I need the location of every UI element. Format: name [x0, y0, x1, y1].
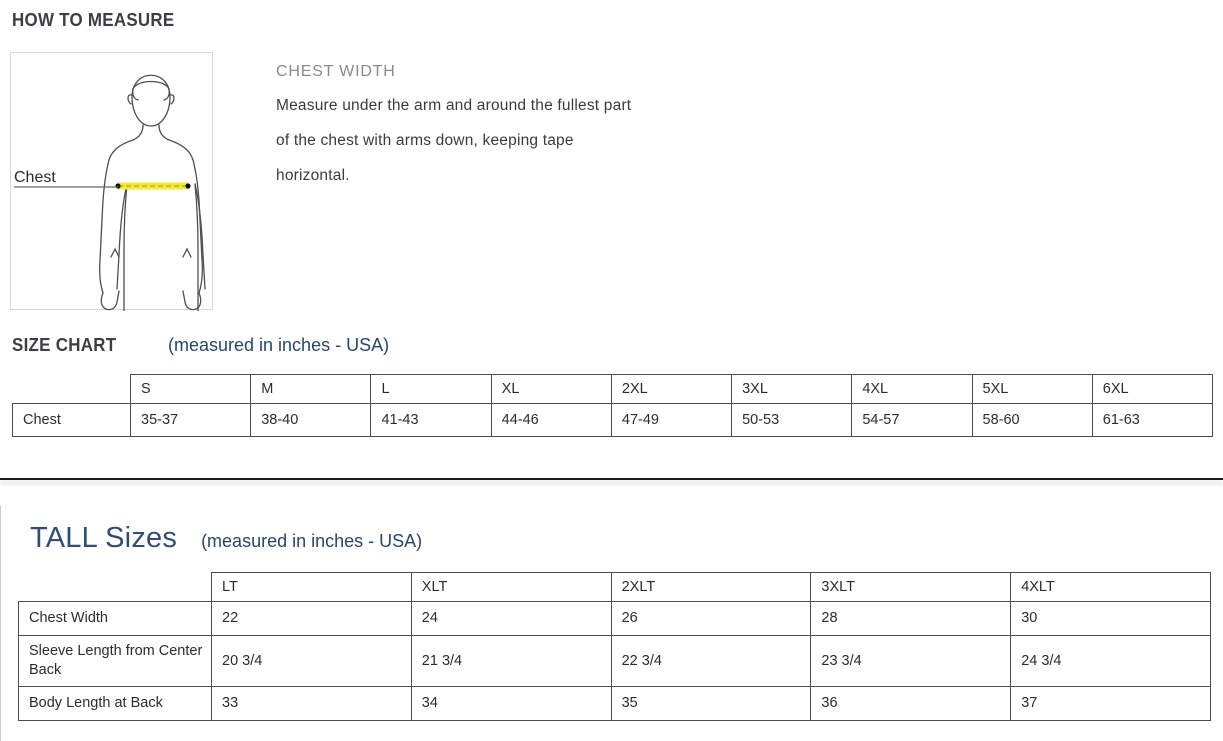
size-column-header: 6XL — [1091, 374, 1214, 404]
size-column-header: S — [129, 374, 252, 404]
tall-sizes-title: TALL Sizes — [30, 522, 178, 554]
measurement-value-cell: 21 3/4 — [410, 635, 612, 687]
size-column-header: 5XL — [971, 374, 1093, 404]
figure-chest-label: Chest — [14, 169, 56, 186]
row-label: Chest Width — [18, 601, 212, 636]
table-row: Body Length at Back 33 34 35 36 37 — [18, 686, 1211, 721]
measurement-value-cell: 26 — [610, 601, 812, 636]
measurement-value-cell: 30 — [1010, 601, 1211, 636]
measurement-value-cell: 50-53 — [731, 403, 853, 437]
measurement-value-cell: 24 3/4 — [1010, 635, 1211, 687]
measurement-value-cell: 34 — [410, 686, 612, 721]
measurement-value-cell: 54-57 — [851, 403, 973, 437]
measurement-value-cell: 41-43 — [370, 403, 492, 437]
size-chart-header: SIZE CHART (measured in inches - USA) — [12, 335, 1223, 356]
row-label: Body Length at Back — [18, 686, 212, 721]
page-title: HOW TO MEASURE — [12, 10, 175, 30]
size-column-header: 4XL — [851, 374, 973, 404]
size-column-header: L — [370, 374, 492, 404]
measurement-value-cell: 61-63 — [1091, 403, 1214, 437]
size-column-header: M — [250, 374, 372, 404]
size-header-row: S M L XL 2XL 3XL 4XL 5XL 6XL — [13, 374, 1214, 404]
size-chart-subtitle: (measured in inches - USA) — [168, 335, 390, 355]
measure-label: CHEST WIDTH — [276, 63, 396, 80]
size-column-header: 4XLT — [1010, 572, 1211, 602]
size-column-header: 2XL — [610, 374, 733, 404]
size-column-header: 2XLT — [610, 572, 812, 602]
measurement-value-cell: 58-60 — [971, 403, 1093, 437]
measurement-value-cell: 22 — [211, 601, 412, 636]
measurement-value-cell: 23 3/4 — [810, 635, 1012, 687]
measurement-value-cell: 28 — [810, 601, 1012, 636]
table-row: Chest Width 22 24 26 28 30 — [18, 601, 1211, 636]
row-label: Sleeve Length from Center Back — [18, 635, 212, 687]
measurement-value-cell: 47-49 — [610, 403, 733, 437]
measurement-value-cell: 20 3/4 — [211, 635, 412, 687]
size-column-header: XLT — [410, 572, 612, 602]
size-column-header: 3XLT — [810, 572, 1012, 602]
measurement-value-cell: 38-40 — [250, 403, 372, 437]
tall-sizes-table: LT XLT 2XLT 3XLT 4XLT Chest Width 22 24 26 28 30 Sl… — [18, 572, 1211, 721]
measurement-value-cell: 24 — [410, 601, 612, 636]
body-outline-chest-icon: Chest — [14, 74, 206, 312]
measurement-figure: Chest — [10, 52, 213, 312]
size-column-header: LT — [211, 572, 412, 602]
size-chart-title: SIZE CHART — [12, 335, 117, 355]
measure-description: Measure under the arm and around the ful… — [276, 88, 631, 193]
table-corner-cell — [19, 573, 212, 602]
measure-description-line: Measure under the arm and around the ful… — [276, 97, 632, 114]
size-chart-table: S M L XL 2XL 3XL 4XL 5XL 6XL Chest 35-37 38-40 41-43… — [12, 374, 1214, 437]
measurement-value-cell: 35-37 — [129, 403, 252, 437]
measurement-value-cell: 44-46 — [490, 403, 612, 437]
tall-sizes-subtitle: (measured in inches - USA) — [201, 531, 423, 551]
tall-sizes-header: TALL Sizes (measured in inches - USA) — [30, 522, 1223, 555]
size-header-row: LT XLT 2XLT 3XLT 4XLT — [19, 572, 1211, 602]
table-row: Sleeve Length from Center Back 20 3/4 21 3… — [18, 635, 1211, 687]
measurement-value-cell: 33 — [211, 686, 412, 721]
measurement-value-cell: 36 — [810, 686, 1012, 721]
measurement-value-cell: 35 — [610, 686, 812, 721]
measure-instructions: CHEST WIDTH Measure under the arm and ar… — [276, 52, 631, 310]
measure-description-line: of the chest with arms down, keeping tap… — [276, 132, 574, 149]
how-to-measure-section: Chest CHEST WIDTH Measure under the arm … — [10, 52, 1223, 312]
measurement-value-cell: 37 — [1010, 686, 1211, 721]
table-corner-cell — [13, 375, 131, 404]
measurement-value-cell: 22 3/4 — [610, 635, 812, 687]
size-column-header: 3XL — [731, 374, 853, 404]
section-divider — [0, 478, 1223, 480]
tall-sizes-section: TALL Sizes (measured in inches - USA) LT… — [0, 506, 1223, 741]
row-label: Chest — [12, 403, 131, 437]
size-column-header: XL — [490, 374, 612, 404]
measure-description-line: horizontal. — [276, 167, 350, 184]
table-row: Chest 35-37 38-40 41-43 44-46 47-49 50-53 54-57… — [12, 403, 1214, 437]
